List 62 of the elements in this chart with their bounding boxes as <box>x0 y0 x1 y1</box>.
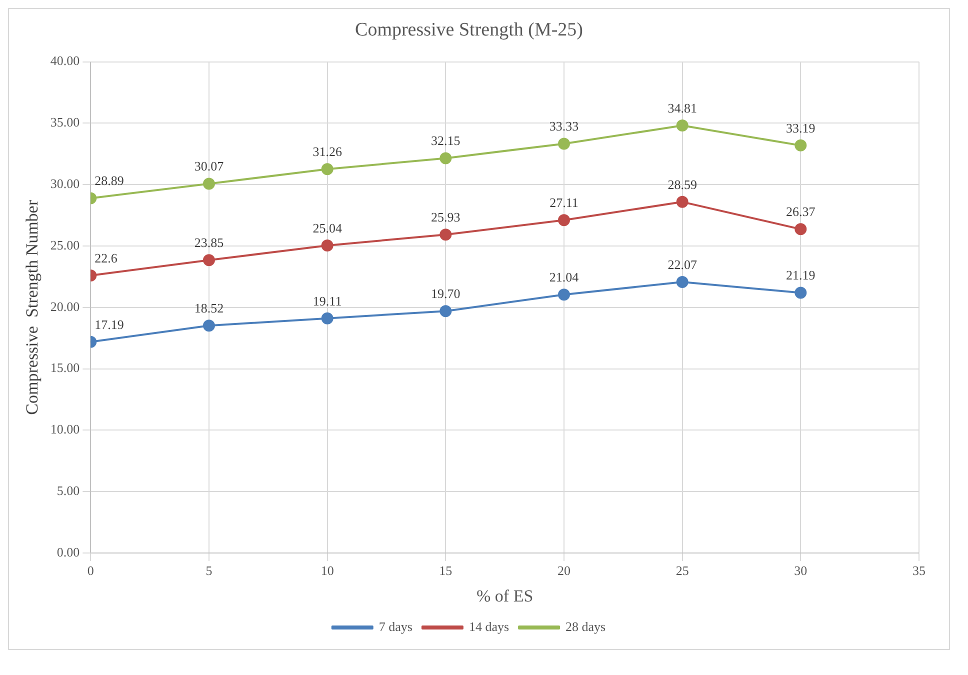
data-label: 33.19 <box>786 120 816 136</box>
x-tick-label: 20 <box>557 563 570 578</box>
data-label: 19.70 <box>431 286 460 302</box>
data-label: 31.26 <box>312 144 342 160</box>
x-tick-label: 0 <box>87 563 94 578</box>
data-label: 21.19 <box>786 268 816 283</box>
point <box>794 286 807 299</box>
data-label: 33.33 <box>549 118 579 134</box>
x-tick-label: 25 <box>676 563 689 578</box>
data-label: 25.04 <box>312 220 342 236</box>
point <box>794 139 807 152</box>
point <box>558 138 570 150</box>
x-tick-label: 15 <box>439 563 452 578</box>
legend-label: 28 days <box>566 618 606 634</box>
data-label: 23.85 <box>194 235 224 250</box>
data-label: 28.59 <box>668 176 697 192</box>
point <box>202 254 215 266</box>
x-tick-label: 35 <box>912 563 926 578</box>
y-tick-label: 40.00 <box>50 53 80 68</box>
data-label: 19.11 <box>312 293 342 308</box>
point <box>321 240 334 252</box>
point <box>202 320 215 332</box>
point <box>676 120 688 132</box>
x-tick-label: 5 <box>206 563 212 578</box>
point <box>440 228 452 241</box>
point <box>794 223 807 236</box>
point <box>321 312 334 324</box>
y-axis-title: Compressive Strength Number <box>22 200 42 415</box>
point <box>676 276 688 288</box>
y-tick-label: 10.00 <box>50 422 80 437</box>
point <box>440 152 452 164</box>
data-label: 27.11 <box>550 195 578 210</box>
legend-label: 14 days <box>468 618 510 634</box>
chart-title: Compressive Strength (M-25) <box>355 19 583 40</box>
x-axis-title: % of ES <box>476 586 534 606</box>
legend-label: 7 days <box>378 618 412 634</box>
data-label: 34.81 <box>668 100 697 116</box>
y-tick-label: 20.00 <box>50 298 80 314</box>
data-label: 18.52 <box>194 300 224 316</box>
x-tick-label: 30 <box>794 563 808 578</box>
data-label: 25.93 <box>431 210 460 224</box>
data-label: 28.89 <box>94 173 124 188</box>
data-label: 30.07 <box>194 158 224 174</box>
point <box>558 214 570 226</box>
data-label: 22.07 <box>668 256 698 272</box>
point <box>558 288 570 301</box>
data-label: 26.37 <box>786 204 816 220</box>
data-label: 21.04 <box>549 270 580 285</box>
point <box>440 305 452 318</box>
point <box>676 196 688 208</box>
y-tick-label: 30.00 <box>50 176 80 192</box>
data-label: 22.6 <box>94 250 118 266</box>
data-label: 32.15 <box>431 133 460 148</box>
point <box>202 178 215 190</box>
y-tick-label: 25.00 <box>50 237 80 252</box>
y-tick-label: 35.00 <box>50 114 80 130</box>
y-tick-label: 15.00 <box>50 360 80 376</box>
data-label: 17.19 <box>94 316 124 332</box>
x-tick-label: 10 <box>320 563 334 578</box>
y-tick-label: 5.00 <box>56 483 80 498</box>
point <box>321 163 334 176</box>
y-tick-label: 0.00 <box>56 544 80 560</box>
